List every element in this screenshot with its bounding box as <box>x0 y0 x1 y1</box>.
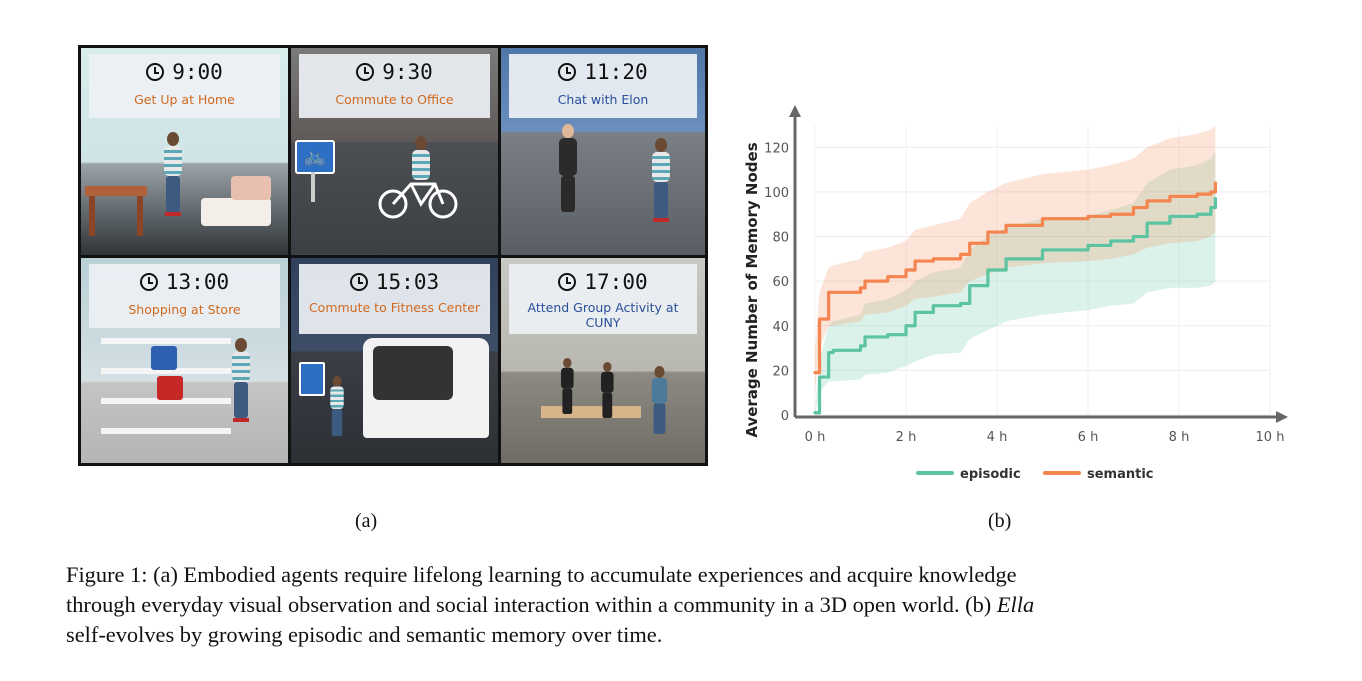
group-member <box>561 358 574 414</box>
activity-label: Commute to Office <box>335 92 454 107</box>
sign-post <box>311 172 315 202</box>
elon-character <box>557 124 579 234</box>
y-tick-label: 100 <box>764 186 789 201</box>
storyboard-grid: 9:00 Get Up at Home 🚲 9:30 Commute to Of… <box>78 45 708 466</box>
panel-b-label: (b) <box>988 510 1012 532</box>
time-card: 17:00 Attend Group Activity at CUNY <box>509 264 697 334</box>
activity-label: Chat with Elon <box>557 92 649 107</box>
activity-label: Get Up at Home <box>134 92 235 107</box>
bus-window <box>373 346 453 400</box>
confidence-band-episodic <box>815 151 1216 415</box>
ella-character <box>651 138 671 238</box>
x-tick-label: 8 h <box>1169 430 1190 445</box>
tile-shopping: 13:00 Shopping at Store <box>80 257 289 464</box>
x-tick-label: 4 h <box>987 430 1008 445</box>
x-tick-label: 2 h <box>896 430 917 445</box>
series-line-episodic <box>813 197 1217 415</box>
time-card: 13:00 Shopping at Store <box>89 264 280 328</box>
tile-commute-office: 🚲 9:30 Commute to Office <box>290 47 499 256</box>
y-tick-label: 60 <box>772 275 789 290</box>
clock-icon <box>356 63 375 81</box>
tile-group-activity: 17:00 Attend Group Activity at CUNY <box>500 257 706 464</box>
memory-growth-chart: 0 20 40 60 80 100 120 0 h 2 h 4 h 6 h 8 h 10 h Averag… <box>735 105 1295 485</box>
caption-text: through everyday visual observation and … <box>66 592 997 617</box>
desk <box>85 186 147 196</box>
bus-stop-sign-icon <box>299 362 325 396</box>
tile-home: 9:00 Get Up at Home <box>80 47 289 256</box>
y-tick-label: 80 <box>772 231 789 246</box>
time-card: 15:03 Commute to Fitness Center <box>299 264 490 334</box>
y-tick-label: 40 <box>772 320 789 335</box>
y-tick-label: 0 <box>781 409 789 424</box>
time-label: 9:30 <box>299 60 490 84</box>
group-member <box>601 362 614 418</box>
meeting-table <box>541 406 641 418</box>
time-label: 15:03 <box>299 270 490 294</box>
y-axis-label: Average Number of Memory Nodes <box>743 142 761 437</box>
caption-line-1: Figure 1: (a) Embodied agents require li… <box>66 562 1017 587</box>
x-tick-label: 6 h <box>1078 430 1099 445</box>
time-label: 17:00 <box>509 270 697 294</box>
activity-label: Shopping at Store <box>128 302 241 317</box>
x-tick-label: 0 h <box>805 430 826 445</box>
clock-icon <box>349 273 368 291</box>
desk-leg <box>137 196 143 236</box>
legend-label-episodic: episodic <box>960 467 1021 482</box>
clock-icon <box>146 63 165 81</box>
ella-character <box>411 136 431 196</box>
caption-line-2: through everyday visual observation and … <box>66 590 1296 620</box>
tile-commute-fitness: 15:03 Commute to Fitness Center <box>290 257 499 464</box>
time-label: 11:20 <box>509 60 697 84</box>
activity-label: Commute to Fitness Center <box>308 300 481 315</box>
snack-bag <box>151 346 177 370</box>
activity-label: Attend Group Activity at CUNY <box>527 300 679 330</box>
bed <box>201 198 271 226</box>
shelf <box>101 338 231 344</box>
time-card: 11:20 Chat with Elon <box>509 54 697 118</box>
legend-label-semantic: semantic <box>1087 467 1154 482</box>
y-axis-arrow <box>789 105 801 117</box>
ella-character <box>330 376 344 436</box>
bicycle-sign-icon: 🚲 <box>295 140 335 174</box>
ella-character <box>163 132 183 232</box>
tile-chat: 11:20 Chat with Elon <box>500 47 706 256</box>
panel-a-label: (a) <box>355 510 378 532</box>
ella-character <box>231 338 251 438</box>
x-tick-label: 10 h <box>1256 430 1285 445</box>
ella-character <box>651 366 668 443</box>
time-card: 9:30 Commute to Office <box>299 54 490 118</box>
clock-icon <box>558 63 577 81</box>
bed-headboard <box>231 176 271 200</box>
time-label: 13:00 <box>89 270 280 294</box>
chart-canvas: 0 20 40 60 80 100 120 0 h 2 h 4 h 6 h 8 h 10 h Averag… <box>743 105 1288 482</box>
x-axis-arrow <box>1276 411 1288 423</box>
series-line-semantic <box>813 181 1217 375</box>
figure-caption: Figure 1: (a) Embodied agents require li… <box>66 560 1296 650</box>
caption-emphasis: Ella <box>996 592 1035 617</box>
clock-icon <box>139 273 158 291</box>
clock-icon <box>558 273 577 291</box>
bicycle <box>378 182 458 219</box>
time-label: 9:00 <box>89 60 280 84</box>
snack-bag <box>157 376 183 400</box>
desk-leg <box>89 196 95 236</box>
y-tick-label: 20 <box>772 364 789 379</box>
y-tick-label: 120 <box>764 141 789 156</box>
caption-line-3: self-evolves by growing episodic and sem… <box>66 622 663 647</box>
time-card: 9:00 Get Up at Home <box>89 54 280 118</box>
